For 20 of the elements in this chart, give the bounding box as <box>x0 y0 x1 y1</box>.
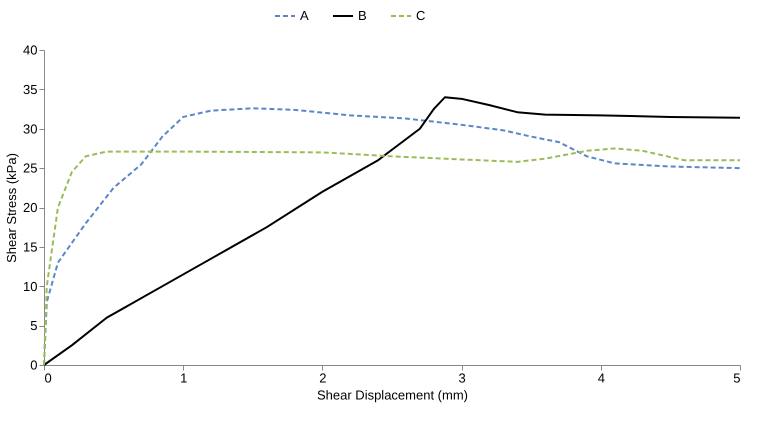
x-tick-label: 2 <box>319 370 327 386</box>
y-tick-label: 5 <box>30 318 38 334</box>
legend-label: B <box>358 8 367 23</box>
legend-label: C <box>416 8 426 23</box>
legend-label: A <box>300 8 309 23</box>
y-tick-label: 10 <box>23 278 38 294</box>
y-tick-label: 0 <box>30 358 38 372</box>
y-tick-label: 25 <box>23 160 38 176</box>
y-tick-label: 30 <box>23 121 38 136</box>
x-axis-title: Shear Displacement (mm) <box>317 388 468 402</box>
x-tick-label: 4 <box>598 370 605 386</box>
y-axis-title: Shear Stress (kPa) <box>4 153 20 263</box>
y-tick-label: 40 <box>23 42 38 58</box>
x-tick-label: 1 <box>180 370 188 386</box>
x-tick-label: 3 <box>458 370 466 386</box>
x-tick-label: 0 <box>44 370 52 386</box>
y-tick-label: 15 <box>23 239 38 254</box>
x-tick-label: 5 <box>733 370 740 386</box>
y-tick-label: 35 <box>23 82 38 97</box>
y-tick-label: 20 <box>23 200 38 215</box>
